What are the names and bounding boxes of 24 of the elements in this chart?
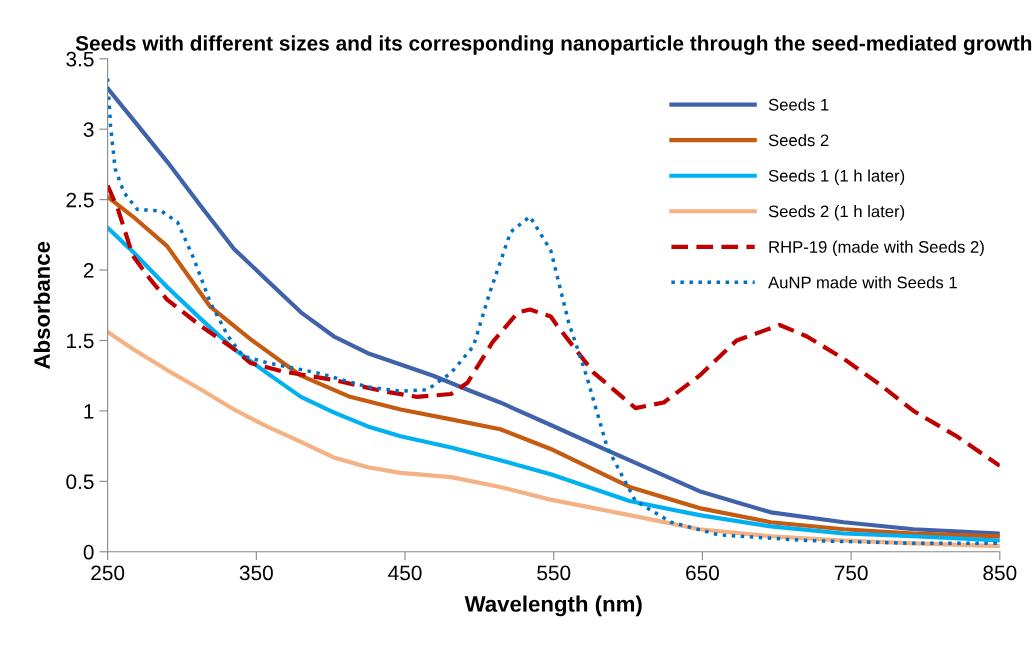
x-tick-label: 750 xyxy=(834,565,868,581)
x-tick-label: 650 xyxy=(686,565,719,581)
x-tick-label: 450 xyxy=(388,565,422,581)
y-tick-label: 3 xyxy=(83,122,94,137)
legend-label: Seeds 1 (1 h later) xyxy=(768,169,905,186)
legend-label: AuNP made with Seeds 1 xyxy=(768,276,957,289)
legend-label: Seeds 1 xyxy=(768,98,829,111)
y-tick-label: 1 xyxy=(84,404,94,419)
x-axis-title: Wavelength (nm) xyxy=(464,595,642,617)
line-series xyxy=(107,329,1000,549)
y-tick-label: 0.5 xyxy=(66,474,94,490)
x-tick-label: 250 xyxy=(91,565,125,581)
y-tick-label: 1.5 xyxy=(67,333,94,349)
y-tick-label: 0 xyxy=(83,544,94,560)
x-tick-label: 350 xyxy=(239,565,273,581)
x-tick-label: 550 xyxy=(537,565,571,581)
legend-label: Seeds 2 (1 h later) xyxy=(768,205,905,221)
legend-label: RHP-19 (made with Seeds 2) xyxy=(769,240,984,257)
x-tick-label: 850 xyxy=(983,565,1017,581)
y-axis-title: Absorbance xyxy=(33,241,50,369)
legend-label: Seeds 2 xyxy=(768,133,829,147)
y-tick-label: 2.5 xyxy=(66,192,94,208)
line-series xyxy=(107,183,1000,468)
y-tick-label: 2 xyxy=(83,263,94,278)
